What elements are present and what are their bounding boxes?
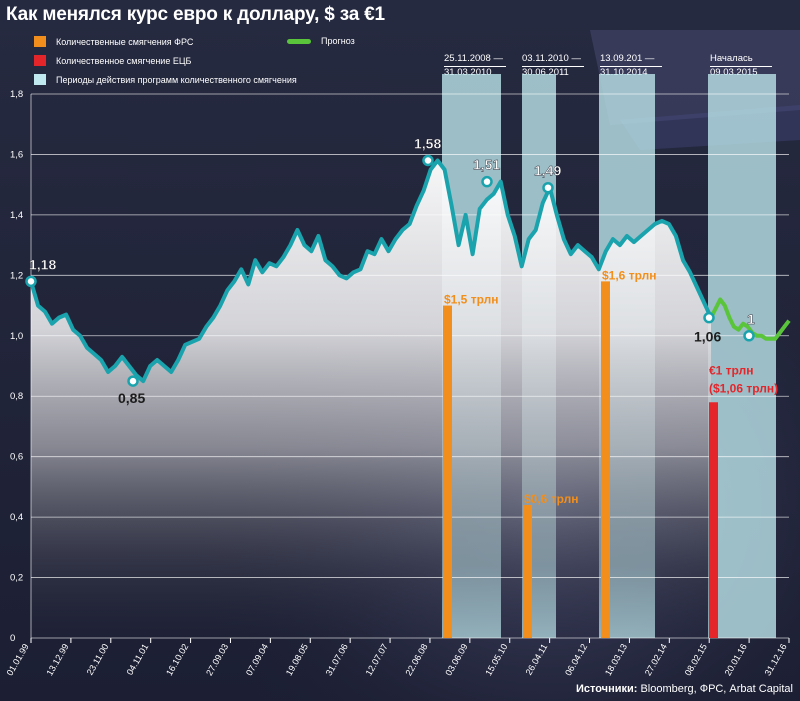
qe-period-band	[708, 74, 776, 638]
data-point-label: 1,51	[473, 157, 500, 173]
source-prefix: Источники:	[575, 683, 638, 695]
x-tick-label: 27.09.03	[204, 642, 230, 677]
period-label-end: 09.03.2015	[710, 67, 758, 78]
legend-swatch	[34, 36, 46, 47]
data-point-marker	[743, 330, 755, 342]
qe-bar	[709, 402, 718, 638]
period-label-start: Началась	[710, 53, 753, 64]
x-tick-label: 06.04.12	[563, 642, 589, 677]
data-point-label: 1,18	[29, 256, 56, 272]
chart-title: Как менялся курс евро к доллару, $ за €1	[6, 4, 385, 25]
x-tick-label: 13.12.99	[44, 642, 70, 677]
data-point-label: 1	[747, 311, 755, 327]
period-label-start: 25.11.2008 —	[444, 53, 503, 64]
x-tick-label: 22.06.08	[403, 642, 429, 677]
data-point-marker	[422, 154, 434, 167]
qe-bar	[443, 305, 452, 638]
data-point-marker	[481, 175, 493, 188]
qe-bar-label: $1,5 трлн	[444, 293, 498, 307]
y-tick-label: 1,2	[10, 270, 23, 281]
legend-label: Количественное смягчение ЕЦБ	[56, 55, 192, 66]
legend-swatch	[287, 38, 311, 44]
period-label-start: 03.11.2010 —	[522, 53, 581, 64]
source-text: Bloomberg, ФРС, Arbat Capital	[637, 683, 793, 695]
legend-swatch	[34, 74, 46, 85]
y-tick-label: 1,6	[10, 149, 23, 160]
legend-item-ecb-qe: Количественное смягчение ЕЦБ	[34, 55, 191, 66]
legend-swatch	[34, 55, 46, 66]
x-tick-label: 15.05.10	[483, 642, 509, 677]
y-tick-label: 1,8	[10, 89, 23, 100]
x-tick-label: 07.09.04	[244, 642, 270, 677]
period-label-end: 31.10.2014	[600, 67, 648, 78]
data-point-marker	[127, 375, 139, 387]
period-label-start: 13.09.201 —	[600, 53, 655, 64]
data-point-marker	[25, 275, 37, 288]
y-tick-label: 0,6	[10, 452, 23, 463]
x-tick-label: 20.01.16	[723, 642, 749, 677]
y-tick-label: 0,2	[10, 573, 23, 584]
qe-bar-label: €1 трлн	[709, 363, 753, 377]
data-point-marker	[703, 311, 715, 324]
data-point-label: 1,49	[534, 163, 561, 179]
series-line	[29, 158, 713, 384]
data-point-label: 0,85	[118, 390, 145, 406]
x-tick-label: 08.02.15	[683, 642, 709, 677]
x-tick-label: 03.06.09	[443, 642, 469, 677]
qe-bar-label: $0,6 трлн	[524, 492, 578, 506]
data-point-label: 1,58	[414, 135, 441, 151]
x-tick-label: 19.08.05	[284, 642, 310, 677]
x-tick-label: 16.10.02	[164, 642, 190, 677]
y-tick-label: 1,0	[10, 331, 23, 342]
area-fill	[31, 160, 711, 638]
legend-item-qe-periods: Периоды действия программ количественног…	[34, 74, 297, 85]
legend-label: Количественные смягчения ФРС	[56, 36, 194, 47]
period-label-end: 30.06.2011	[522, 67, 569, 78]
legend-label: Прогноз	[321, 36, 355, 46]
x-tick-label: 27.02.14	[643, 642, 669, 677]
x-tick-label: 31.07.06	[324, 642, 350, 677]
period-label: Началась 09.03.2015	[710, 53, 772, 79]
qe-bar-label: ($1,06 трлн)	[709, 381, 778, 395]
period-label: 03.11.2010 — 30.06.2011	[522, 53, 584, 79]
period-label-end: 31.03.2010	[444, 67, 492, 78]
period-label: 13.09.201 — 31.10.2014	[600, 53, 662, 79]
data-point-label: 1,06	[694, 329, 721, 345]
legend-item-forecast: Прогноз	[287, 36, 355, 46]
y-tick-label: 1,4	[10, 210, 23, 221]
qe-bar	[601, 281, 610, 638]
x-tick-label: 01.01.99	[5, 642, 31, 677]
qe-bar	[523, 505, 532, 638]
source-note: Источники: Bloomberg, ФРС, Arbat Capital	[576, 683, 793, 695]
period-label: 25.11.2008 — 31.03.2010	[444, 53, 506, 79]
x-tick-label: 18.03.13	[603, 642, 629, 677]
x-tick-label: 04.11.01	[125, 642, 151, 677]
y-tick-label: 0,4	[10, 512, 23, 523]
y-tick-label: 0	[10, 633, 15, 644]
x-tick-label: 12.07.07	[364, 642, 390, 677]
legend-label: Периоды действия программ количественног…	[56, 74, 297, 85]
legend-item-fed-qe: Количественные смягчения ФРС	[34, 36, 193, 47]
x-tick-label: 26.04.11	[524, 642, 550, 677]
qe-bar-label: $1,6 трлн	[602, 268, 656, 282]
y-tick-label: 0,8	[10, 391, 23, 402]
forecast-line	[709, 297, 791, 341]
x-tick-label: 23.11.00	[85, 642, 111, 677]
data-point-marker	[542, 181, 554, 194]
x-tick-label: 31.12.16	[763, 642, 789, 677]
